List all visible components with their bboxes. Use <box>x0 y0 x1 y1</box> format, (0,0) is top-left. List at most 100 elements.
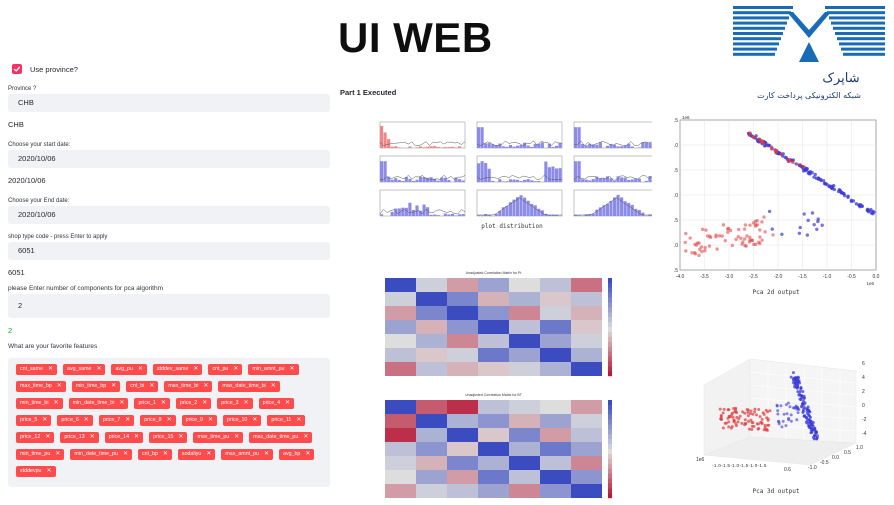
feature-tag[interactable]: min_date_time_bi ✕ <box>68 398 129 409</box>
remove-tag-icon[interactable]: ✕ <box>125 417 131 423</box>
feature-tag[interactable]: price_10 ✕ <box>223 415 262 426</box>
feature-tag[interactable]: stddevpu ✕ <box>16 466 56 477</box>
histogram-bar <box>436 146 440 148</box>
histogram-bar <box>616 176 620 182</box>
remove-tag-icon[interactable]: ✕ <box>149 383 155 389</box>
remove-tag-icon[interactable]: ✕ <box>289 366 295 372</box>
feature-tag[interactable]: cnt_pu ✕ <box>208 364 243 375</box>
feature-tag[interactable]: price_4 ✕ <box>258 398 295 409</box>
feature-tag[interactable]: cnt_same ✕ <box>16 364 57 375</box>
province-input[interactable]: CHB <box>8 94 330 112</box>
feature-tag[interactable]: min_amnt_pu ✕ <box>248 364 299 375</box>
remove-tag-icon[interactable]: ✕ <box>270 383 276 389</box>
remove-tag-icon[interactable]: ✕ <box>303 434 309 440</box>
remove-tag-icon[interactable]: ✕ <box>47 366 53 372</box>
pca-point-blue <box>821 179 826 183</box>
histogram-bar <box>433 178 437 182</box>
feature-tag[interactable]: price_11 ✕ <box>267 415 306 426</box>
remove-tag-icon[interactable]: ✕ <box>178 434 184 440</box>
feature-tag[interactable]: price_8 ✕ <box>140 415 176 426</box>
feature-tag[interactable]: avg_pu ✕ <box>111 364 147 375</box>
logo-stripe <box>837 37 885 41</box>
remove-tag-icon[interactable]: ✕ <box>83 417 89 423</box>
histogram-bar <box>501 146 505 148</box>
remove-tag-icon[interactable]: ✕ <box>233 366 239 372</box>
feature-tag[interactable]: price_5 ✕ <box>16 415 52 426</box>
remove-tag-icon[interactable]: ✕ <box>134 434 140 440</box>
histogram-bar <box>637 147 641 148</box>
start-date-input[interactable]: 2020/10/06 <box>8 150 330 168</box>
feature-tag[interactable]: avg_bp ✕ <box>279 449 315 460</box>
remove-tag-icon[interactable]: ✕ <box>42 417 48 423</box>
heatmap-colorbar <box>608 336 612 342</box>
feature-tag[interactable]: min_time_bp ✕ <box>71 381 121 392</box>
feature-tag[interactable]: max_time_pu ✕ <box>193 432 244 443</box>
feature-tag[interactable]: max_amnt_pu ✕ <box>221 449 273 460</box>
heatmap-cell <box>385 428 416 442</box>
remove-tag-icon[interactable]: ✕ <box>53 400 59 406</box>
components-input[interactable]: 2 <box>8 294 330 318</box>
feature-tag[interactable]: max_date_time_pu ✕ <box>249 432 313 443</box>
remove-tag-icon[interactable]: ✕ <box>56 383 62 389</box>
remove-tag-icon[interactable]: ✕ <box>160 400 166 406</box>
remove-tag-icon[interactable]: ✕ <box>162 451 168 457</box>
remove-tag-icon[interactable]: ✕ <box>46 468 52 474</box>
feature-tag[interactable]: max_time_bi ✕ <box>164 381 213 392</box>
remove-tag-icon[interactable]: ✕ <box>166 417 172 423</box>
remove-tag-icon[interactable]: ✕ <box>285 400 291 406</box>
feature-tag[interactable]: cnt_bi ✕ <box>126 381 159 392</box>
feature-tag[interactable]: price_12 ✕ <box>16 432 55 443</box>
feature-tag[interactable]: sodaliyu ✕ <box>177 449 216 460</box>
feature-tag[interactable]: stddev_same ✕ <box>152 364 203 375</box>
remove-tag-icon[interactable]: ✕ <box>296 417 302 423</box>
remove-tag-icon[interactable]: ✕ <box>193 366 199 372</box>
remove-tag-icon[interactable]: ✕ <box>243 400 249 406</box>
end-date-input[interactable]: 2020/10/06 <box>8 206 330 224</box>
feature-tag-label: min_time_bi <box>20 400 49 406</box>
feature-tag[interactable]: avg_same ✕ <box>63 364 106 375</box>
remove-tag-icon[interactable]: ✕ <box>208 417 214 423</box>
features-multiselect[interactable]: cnt_same ✕ avg_same ✕ avg_pu ✕ stddev_same ✕ cnt… <box>8 358 330 487</box>
feature-tag[interactable]: price_6 ✕ <box>57 415 93 426</box>
feature-tag[interactable]: price_2 ✕ <box>175 398 212 409</box>
remove-tag-icon[interactable]: ✕ <box>202 400 208 406</box>
remove-tag-icon[interactable]: ✕ <box>55 451 61 457</box>
feature-tag[interactable]: price_9 ✕ <box>181 415 218 426</box>
remove-tag-icon[interactable]: ✕ <box>119 400 125 406</box>
histogram-bar <box>577 215 581 216</box>
histogram-bar <box>512 146 516 148</box>
feature-tag[interactable]: max_date_time_bi ✕ <box>218 381 280 392</box>
histogram-bar <box>605 176 610 182</box>
remove-tag-icon[interactable]: ✕ <box>45 434 51 440</box>
feature-tag[interactable]: price_3 ✕ <box>217 398 253 409</box>
remove-tag-icon[interactable]: ✕ <box>137 366 143 372</box>
pca-point-red <box>743 237 747 241</box>
feature-tag[interactable]: price_1 ✕ <box>134 398 170 409</box>
feature-tag-label: cnt_bi <box>130 383 145 389</box>
remove-tag-icon[interactable]: ✕ <box>122 451 128 457</box>
feature-tag[interactable]: price_7 ✕ <box>98 415 135 426</box>
feature-tag[interactable]: min_date_time_pu ✕ <box>70 449 132 460</box>
histogram-bar <box>627 202 631 216</box>
remove-tag-icon[interactable]: ✕ <box>234 434 240 440</box>
feature-tag[interactable]: price_15 ✕ <box>149 432 188 443</box>
heatmap-cell <box>478 362 509 376</box>
remove-tag-icon[interactable]: ✕ <box>206 451 212 457</box>
pca-point-red <box>703 248 707 253</box>
feature-tag[interactable]: min_time_bi ✕ <box>16 398 63 409</box>
feature-tag[interactable]: price_13 ✕ <box>60 432 99 443</box>
remove-tag-icon[interactable]: ✕ <box>252 417 258 423</box>
remove-tag-icon[interactable]: ✕ <box>96 366 102 372</box>
remove-tag-icon[interactable]: ✕ <box>89 434 95 440</box>
remove-tag-icon[interactable]: ✕ <box>203 383 209 389</box>
feature-tag[interactable]: price_14 ✕ <box>104 432 144 443</box>
remove-tag-icon[interactable]: ✕ <box>111 383 117 389</box>
heatmap-cell <box>540 334 571 348</box>
feature-tag[interactable]: max_time_bp ✕ <box>16 381 66 392</box>
shop-type-input[interactable]: 6051 <box>8 242 330 260</box>
feature-tag[interactable]: min_time_pu ✕ <box>16 449 65 460</box>
remove-tag-icon[interactable]: ✕ <box>263 451 269 457</box>
use-province-checkbox[interactable]: Use province? <box>12 60 330 78</box>
feature-tag[interactable]: cnt_bp ✕ <box>137 449 172 460</box>
remove-tag-icon[interactable]: ✕ <box>305 451 311 457</box>
